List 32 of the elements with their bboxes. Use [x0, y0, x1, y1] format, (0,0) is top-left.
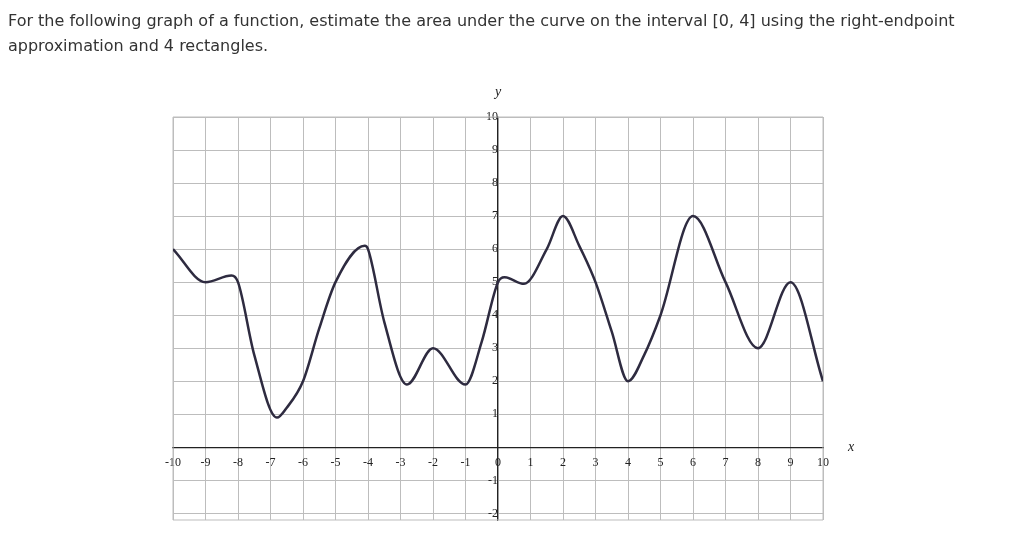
x-tick-label: -6 — [298, 454, 308, 469]
x-tick-label: -10 — [165, 454, 181, 469]
y-tick-label: -2 — [488, 505, 498, 520]
x-axis-title: x — [847, 439, 855, 455]
x-tick-label: 5 — [657, 454, 664, 469]
x-tick-label: 8 — [755, 454, 761, 469]
x-tick-label: -8 — [233, 454, 243, 469]
x-tick-label: 10 — [817, 454, 829, 469]
x-tick-label: -3 — [395, 454, 406, 469]
x-tick-label: 2 — [560, 454, 566, 469]
chart-title: For the following graph of a function, estimate the area under the curve on the interval [0, 4] using the right-endpoint approximation and 4 rectangles. — [8, 10, 956, 57]
x-tick-label: -1 — [460, 454, 471, 469]
x-tick-label: 3 — [592, 454, 599, 469]
y-tick-label: 2 — [492, 373, 498, 388]
y-axis-title: y — [492, 83, 502, 99]
y-tick-label: 5 — [492, 274, 498, 289]
x-tick-label: 6 — [690, 454, 696, 469]
x-tick-label: -9 — [200, 454, 211, 469]
x-tick-label: -7 — [265, 454, 276, 469]
x-tick-label: -4 — [363, 454, 373, 469]
y-tick-label: 3 — [492, 340, 498, 355]
y-tick-label: -1 — [488, 472, 498, 487]
x-tick-label: 1 — [527, 454, 534, 469]
x-tick-label: -2 — [428, 454, 438, 469]
x-tick-label: -5 — [330, 454, 341, 469]
y-tick-label: 9 — [492, 142, 498, 157]
y-tick-label: 1 — [492, 406, 498, 421]
x-tick-label: 9 — [787, 454, 794, 469]
y-tick-label: 8 — [492, 175, 498, 190]
y-tick-label: 10 — [486, 109, 498, 124]
x-tick-label: 4 — [625, 454, 631, 469]
x-tick-label: 7 — [722, 454, 729, 469]
